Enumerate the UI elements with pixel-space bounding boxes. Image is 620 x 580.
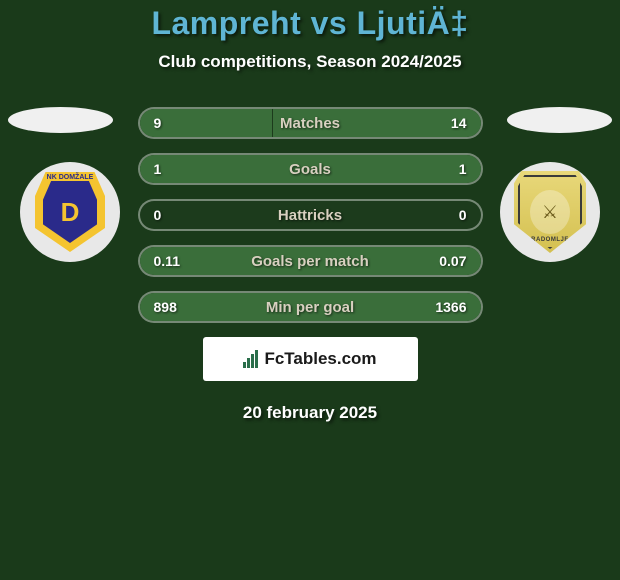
stat-label: Goals per match — [140, 253, 481, 270]
ellipse-left — [8, 107, 113, 133]
shield-right-glyph: ⚔ — [530, 190, 570, 234]
stat-row-hattricks: 0 Hattricks 0 — [138, 199, 483, 231]
stat-label: Hattricks — [140, 207, 481, 224]
shield-left-letter: D — [43, 181, 97, 243]
stat-label: Goals — [140, 161, 481, 178]
branding-text: FcTables.com — [264, 349, 376, 369]
comparison-card: Lampreht vs LjutiÄ‡ Club competitions, S… — [0, 0, 620, 423]
stat-row-matches: 9 Matches 14 — [138, 107, 483, 139]
shield-left-top-text: NK DOMŽALE — [47, 174, 94, 181]
subtitle: Club competitions, Season 2024/2025 — [0, 52, 620, 72]
stat-value-right: 0 — [459, 207, 467, 223]
team-logo-right: ⚔ RADOMLJE — [500, 162, 600, 262]
stat-value-right: 14 — [451, 115, 467, 131]
page-title: Lampreht vs LjutiÄ‡ — [0, 5, 620, 42]
stat-value-right: 1366 — [435, 299, 466, 315]
stat-label: Matches — [140, 115, 481, 132]
ellipse-right — [507, 107, 612, 133]
branding-badge[interactable]: FcTables.com — [203, 337, 418, 381]
shield-left-icon: NK DOMŽALE D — [35, 172, 105, 252]
stat-value-right: 0.07 — [439, 253, 466, 269]
stat-value-right: 1 — [459, 161, 467, 177]
stat-row-goals: 1 Goals 1 — [138, 153, 483, 185]
chart-icon — [243, 350, 258, 368]
shield-right-text: RADOMLJE — [531, 237, 569, 243]
team-logo-left: NK DOMŽALE D — [20, 162, 120, 262]
stat-label: Min per goal — [140, 299, 481, 316]
date-label: 20 february 2025 — [0, 403, 620, 423]
content-area: NK DOMŽALE D ⚔ RADOMLJE 9 Matches 14 1 — [0, 107, 620, 423]
shield-right-icon: ⚔ RADOMLJE — [514, 171, 586, 253]
stats-table: 9 Matches 14 1 Goals 1 0 Hattricks 0 — [138, 107, 483, 323]
stat-row-gpm: 0.11 Goals per match 0.07 — [138, 245, 483, 277]
stat-row-mpg: 898 Min per goal 1366 — [138, 291, 483, 323]
